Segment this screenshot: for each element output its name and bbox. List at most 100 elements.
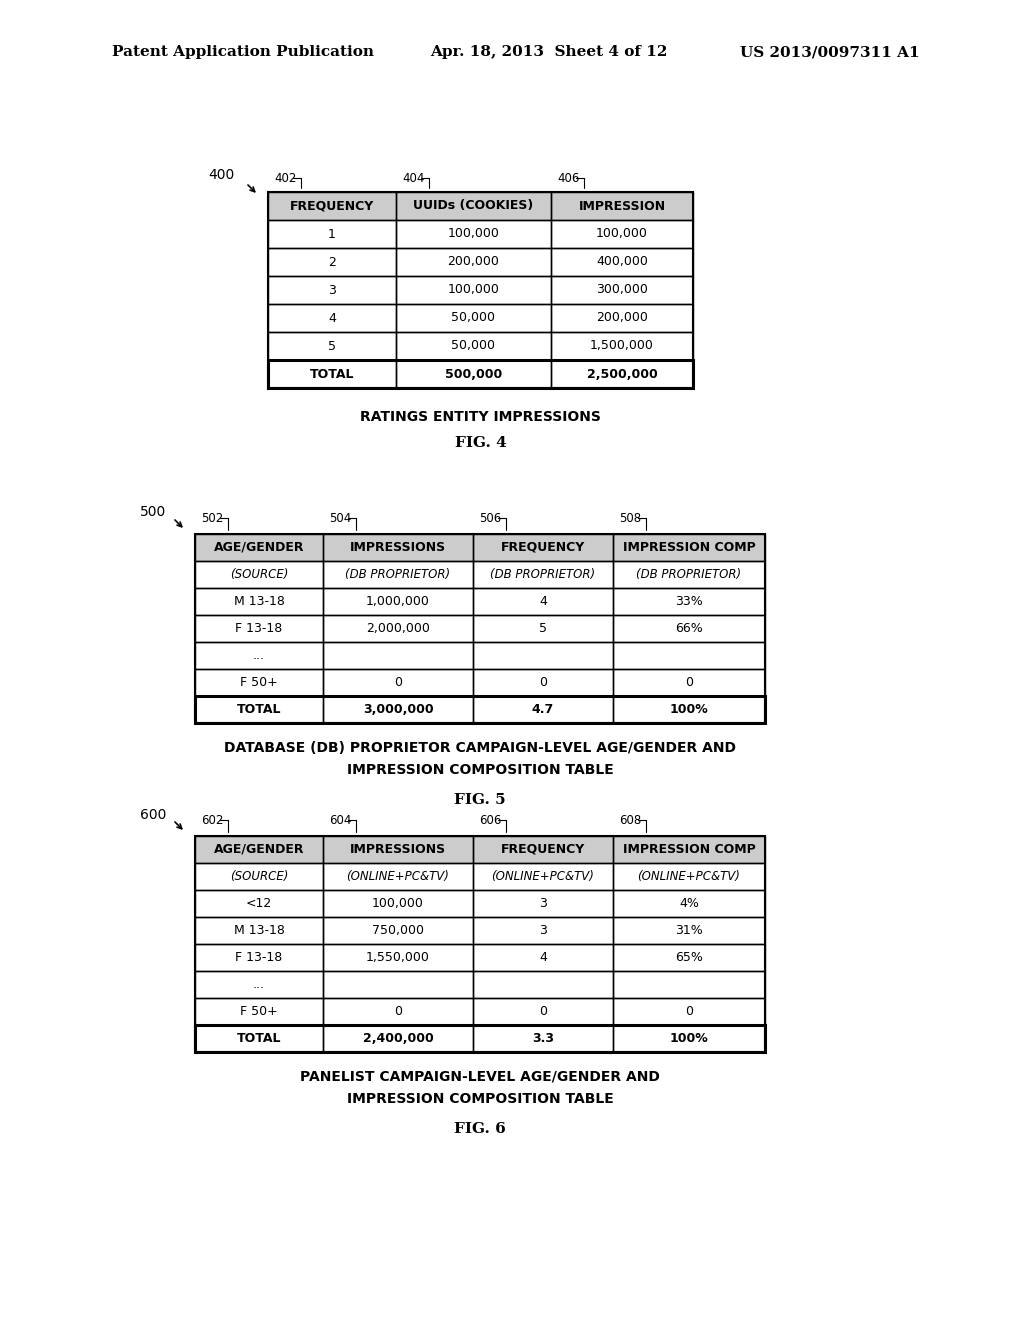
Text: 0: 0 — [394, 1005, 402, 1018]
Bar — [473, 642, 613, 669]
Text: 506: 506 — [479, 511, 502, 524]
Text: 0: 0 — [539, 1005, 547, 1018]
Bar — [323, 972, 473, 998]
Text: FIG. 4: FIG. 4 — [455, 436, 507, 450]
Bar — [396, 333, 551, 360]
Bar — [473, 696, 613, 723]
Text: (SOURCE): (SOURCE) — [229, 870, 288, 883]
Bar — [551, 191, 693, 220]
Text: <12: <12 — [246, 898, 272, 909]
Bar — [613, 642, 765, 669]
Bar — [473, 696, 613, 723]
Text: AGE/GENDER: AGE/GENDER — [214, 541, 304, 554]
Bar — [268, 220, 396, 248]
Text: 200,000: 200,000 — [596, 312, 648, 325]
Bar — [473, 917, 613, 944]
Text: 5: 5 — [328, 339, 336, 352]
Bar — [473, 642, 613, 669]
Bar — [195, 1026, 765, 1052]
Bar — [268, 191, 396, 220]
Text: IMPRESSION COMPOSITION TABLE: IMPRESSION COMPOSITION TABLE — [347, 763, 613, 777]
Bar — [551, 276, 693, 304]
Text: 31%: 31% — [675, 924, 702, 937]
Bar — [473, 1026, 613, 1052]
Bar — [323, 696, 473, 723]
Bar — [268, 360, 396, 388]
Text: 400,000: 400,000 — [596, 256, 648, 268]
Bar — [195, 696, 323, 723]
Text: 100,000: 100,000 — [372, 898, 424, 909]
Text: RATINGS ENTITY IMPRESSIONS: RATINGS ENTITY IMPRESSIONS — [360, 411, 601, 424]
Bar — [268, 360, 396, 388]
Text: 402: 402 — [274, 172, 296, 185]
Bar — [268, 191, 693, 388]
Text: DATABASE (DB) PROPRIETOR CAMPAIGN-LEVEL AGE/GENDER AND: DATABASE (DB) PROPRIETOR CAMPAIGN-LEVEL … — [224, 741, 736, 755]
Text: 1: 1 — [328, 227, 336, 240]
Bar — [613, 917, 765, 944]
Text: 4.7: 4.7 — [531, 704, 554, 715]
Bar — [613, 917, 765, 944]
Bar — [613, 972, 765, 998]
Bar — [323, 587, 473, 615]
Bar — [323, 587, 473, 615]
Text: 100,000: 100,000 — [447, 284, 500, 297]
Bar — [396, 276, 551, 304]
Bar — [551, 248, 693, 276]
Text: 100%: 100% — [670, 704, 709, 715]
Bar — [195, 998, 323, 1026]
Text: TOTAL: TOTAL — [309, 367, 354, 380]
Text: F 13-18: F 13-18 — [236, 622, 283, 635]
Bar — [268, 360, 693, 388]
Bar — [323, 890, 473, 917]
Bar — [396, 333, 551, 360]
Bar — [473, 535, 613, 561]
Text: 5: 5 — [539, 622, 547, 635]
Bar — [195, 972, 323, 998]
Bar — [268, 248, 396, 276]
Bar — [473, 917, 613, 944]
Text: ...: ... — [253, 978, 265, 991]
Bar — [473, 972, 613, 998]
Bar — [396, 191, 551, 220]
Bar — [396, 304, 551, 333]
Bar — [323, 944, 473, 972]
Bar — [551, 360, 693, 388]
Text: (SOURCE): (SOURCE) — [229, 568, 288, 581]
Text: 600: 600 — [140, 808, 166, 822]
Bar — [323, 998, 473, 1026]
Bar — [473, 998, 613, 1026]
Bar — [551, 191, 693, 220]
Bar — [195, 615, 323, 642]
Bar — [396, 304, 551, 333]
Bar — [195, 972, 323, 998]
Text: FREQUENCY: FREQUENCY — [501, 843, 585, 855]
Bar — [396, 360, 551, 388]
Bar — [323, 669, 473, 696]
Bar — [268, 333, 396, 360]
Text: 65%: 65% — [675, 950, 702, 964]
Text: 4: 4 — [539, 950, 547, 964]
Bar — [195, 696, 765, 723]
Bar — [473, 561, 613, 587]
Bar — [473, 836, 613, 863]
Bar — [613, 669, 765, 696]
Bar — [323, 863, 473, 890]
Bar — [613, 535, 765, 561]
Bar — [195, 890, 323, 917]
Bar — [473, 890, 613, 917]
Text: IMPRESSIONS: IMPRESSIONS — [350, 843, 446, 855]
Text: 50,000: 50,000 — [452, 312, 496, 325]
Bar — [195, 836, 323, 863]
Text: AGE/GENDER: AGE/GENDER — [214, 843, 304, 855]
Text: 508: 508 — [618, 511, 641, 524]
Bar — [323, 972, 473, 998]
Bar — [195, 561, 323, 587]
Text: (DB PROPRIETOR): (DB PROPRIETOR) — [637, 568, 741, 581]
Bar — [473, 998, 613, 1026]
Text: 200,000: 200,000 — [447, 256, 500, 268]
Bar — [396, 248, 551, 276]
Bar — [473, 535, 613, 561]
Bar — [473, 836, 613, 863]
Bar — [323, 535, 473, 561]
Bar — [323, 944, 473, 972]
